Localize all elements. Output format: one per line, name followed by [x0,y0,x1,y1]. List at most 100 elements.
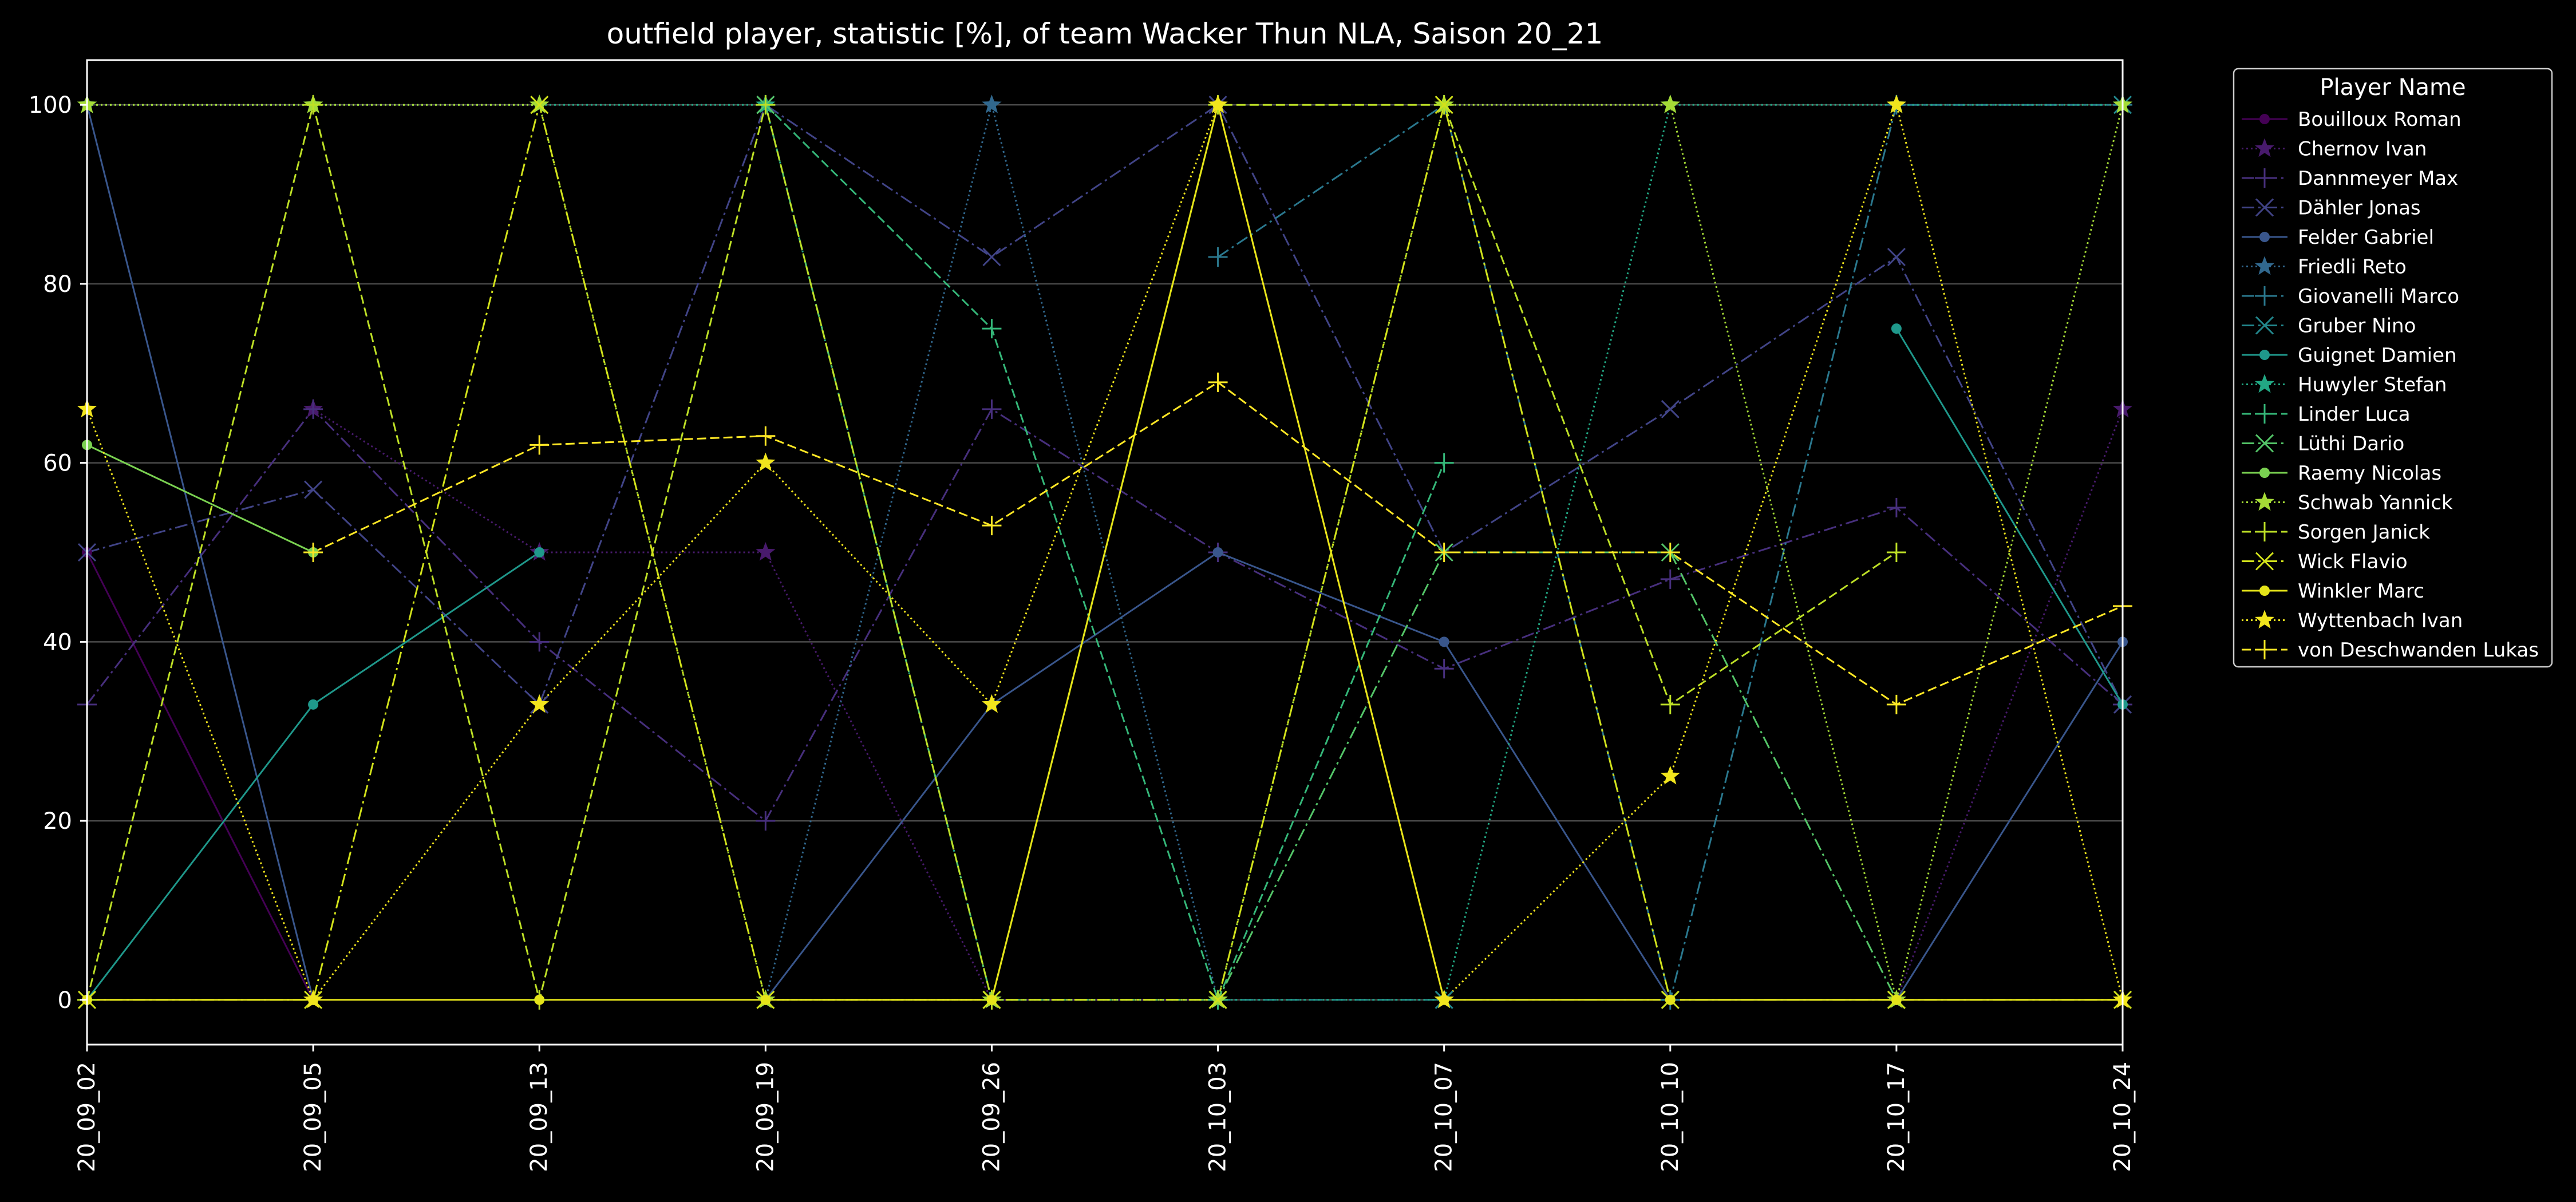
legend-entry-label: Guignet Damien [2298,344,2457,367]
legend-swatch-marker [2259,232,2270,242]
legend-swatch-marker [2255,286,2274,306]
data-point [303,399,323,419]
data-point [1212,547,1223,557]
legend-entry-label: Linder Luca [2298,403,2411,426]
x-tick-label: 20_09_19 [752,1062,779,1172]
data-point [1886,94,1906,113]
legend[interactable]: Player Name Bouilloux Roman Chernov Ivan Da… [2233,68,2553,668]
data-point [982,247,1001,267]
data-point [1434,989,1454,1009]
series-line [86,104,2124,706]
series-line [86,408,2123,822]
legend-entry-label: Chernov Ivan [2298,138,2427,161]
data-point [530,694,550,713]
data-point [303,543,323,562]
data-point [986,994,997,1005]
legend-swatch-marker [2255,168,2274,188]
legend-title: Player Name [2320,74,2466,101]
data-point [303,95,323,115]
data-point [1434,543,1454,562]
legend-swatch-marker [2255,198,2274,217]
data-point [1439,636,1449,647]
legend-swatch-marker [2259,468,2270,478]
data-point [1891,994,1902,1005]
legend-entry-label: Dähler Jonas [2298,197,2421,220]
data-point [982,694,1002,713]
series-line [764,104,1219,1001]
x-tick-label: 20_09_02 [74,1062,100,1172]
legend-entry-label: Huwyler Stefan [2298,374,2447,397]
x-tick-label: 20_10_07 [1431,1062,1457,1172]
legend-entry-label: von Deschwanden Lukas [2298,639,2539,662]
data-point [982,399,1002,419]
data-point [1886,694,1906,714]
series-line [86,552,314,1001]
data-point [756,95,776,115]
data-point [756,542,776,561]
series-line [1895,409,2124,1001]
y-tick-label: 20 [43,808,72,835]
legend-swatch-marker [2255,552,2274,571]
x-tick-label: 20_09_13 [526,1062,552,1172]
legend-swatch-marker [2255,640,2274,659]
data-point [1208,94,1228,113]
data-point [756,811,776,831]
data-point [1660,543,1680,562]
legend-swatch-marker [2259,350,2270,360]
legend-swatch-marker [2255,434,2274,453]
legend-swatch-marker [2259,586,2270,596]
series-line [86,444,314,553]
x-tick-label: 20_10_17 [1883,1062,1910,1172]
legend-entry-label: Lüthi Dario [2298,433,2404,456]
data-point [1434,659,1454,679]
data-point [530,632,550,652]
legend-entry-label: Wyttenbach Ivan [2298,610,2463,632]
legend-swatch-marker [2255,522,2274,541]
data-point [1886,543,1906,562]
y-tick-label: 80 [43,271,72,298]
y-tick-label: 100 [29,92,72,118]
legend-entry-label: Raemy Nicolas [2298,462,2441,485]
data-point [982,94,1002,113]
data-point [1208,372,1228,392]
series-line [86,104,2124,1001]
legend-swatch-marker [2254,610,2275,629]
legend-entry-label: Dannmeyer Max [2298,167,2458,190]
legend-swatch-marker [2255,316,2274,335]
x-tick-label: 20_10_24 [2109,1062,2136,1172]
series-line [764,104,1898,1001]
data-point [756,452,776,472]
y-tick-label: 0 [58,987,72,1014]
legend-swatch-marker [2254,138,2275,157]
data-point [1434,453,1454,473]
data-point [982,319,1002,339]
legend-entry-label: Gruber Nino [2298,315,2416,338]
data-point [1208,247,1228,267]
series-line [87,104,2123,1001]
data-point [304,480,323,499]
data-point [1660,569,1680,589]
series-line [1895,328,2124,705]
legend-swatch-marker [2259,114,2270,124]
axes: 0 20 40 60 80 100 20_09_02 20_09_05 20_09_13 20_0… [29,92,2136,1172]
legend-entry-label: Giovanelli Marco [2298,285,2459,308]
y-tick-label: 40 [43,629,72,655]
data-point [534,994,545,1005]
series-line [87,104,2124,1001]
data-point [760,994,771,1005]
data-point [1660,765,1680,785]
legend-entry-label: Bouilloux Roman [2298,108,2462,131]
data-point [1886,497,1906,517]
data-point [1660,94,1680,113]
legend-swatch-marker [2254,256,2275,275]
legend-entry-label: Sorgen Janick [2298,521,2430,544]
x-tick-label: 20_09_26 [978,1062,1005,1172]
data-point [303,989,323,1009]
data-point [1887,247,1906,267]
legend-entry-label: Friedli Reto [2298,256,2407,279]
y-tick-label: 60 [43,450,72,477]
legend-entry-label: Schwab Yannick [2298,492,2453,515]
data-point [1208,990,1227,1009]
